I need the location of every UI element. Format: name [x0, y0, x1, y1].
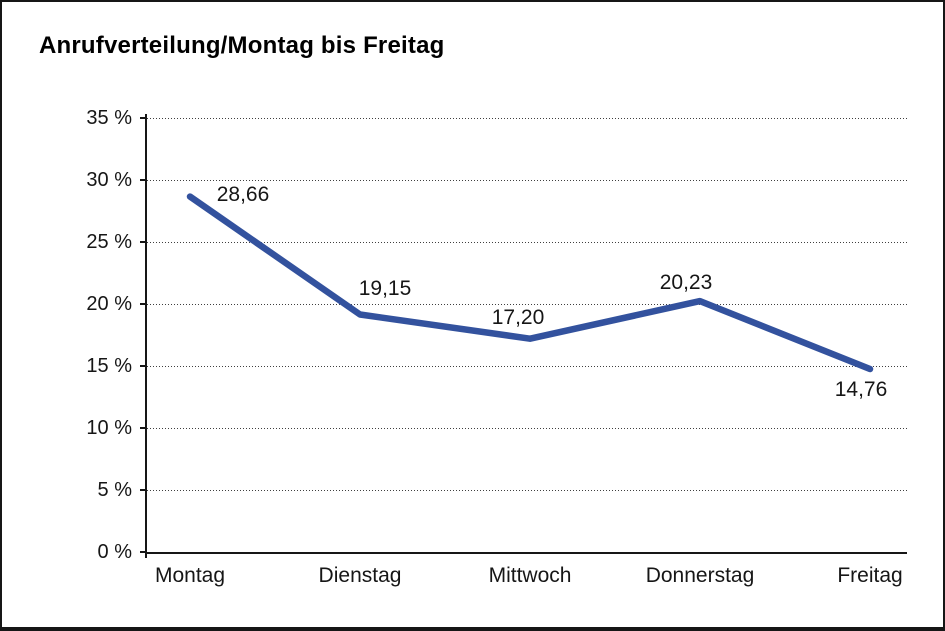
x-category-label: Dienstag — [318, 564, 402, 587]
gridline — [147, 180, 907, 181]
y-tick-label: 20 % — [86, 293, 132, 315]
series-polyline — [186, 193, 874, 373]
y-tick-label: 0 % — [97, 541, 132, 563]
y-axis-tick — [140, 117, 147, 119]
data-point-label: 28,66 — [216, 182, 270, 206]
y-tick-label: 30 % — [86, 169, 132, 191]
gridline — [147, 242, 907, 243]
y-axis-tick — [140, 303, 147, 305]
gridline — [147, 118, 907, 119]
chart-title: Anrufverteilung/Montag bis Freitag — [39, 32, 445, 59]
gridline — [147, 428, 907, 429]
y-tick-label: 5 % — [97, 479, 132, 501]
y-axis-tick — [140, 365, 147, 367]
line-chart-canvas — [186, 193, 874, 373]
y-axis-tick — [140, 427, 147, 429]
x-category-label: Freitag — [837, 564, 903, 587]
gridline — [147, 366, 907, 367]
y-tick-label: 35 % — [86, 107, 132, 129]
data-point-label: 14,76 — [834, 377, 888, 401]
y-axis-line — [145, 114, 147, 558]
data-point-label: 19,15 — [358, 276, 412, 300]
y-axis-tick — [140, 179, 147, 181]
y-axis-tick — [140, 241, 147, 243]
data-point-label: 17,20 — [491, 305, 545, 329]
gridline — [147, 490, 907, 491]
x-axis-line — [145, 552, 907, 554]
gridline — [147, 304, 907, 305]
plot-area — [140, 114, 907, 558]
x-category-label: Montag — [154, 564, 226, 587]
y-tick-label: 25 % — [86, 231, 132, 253]
y-axis-tick — [140, 551, 147, 553]
x-category-label: Mittwoch — [488, 564, 572, 587]
y-tick-label: 10 % — [86, 417, 132, 439]
data-point-label: 20,23 — [659, 271, 713, 295]
y-tick-label: 15 % — [86, 355, 132, 377]
x-category-label: Donnerstag — [645, 564, 755, 587]
y-axis-tick — [140, 489, 147, 491]
